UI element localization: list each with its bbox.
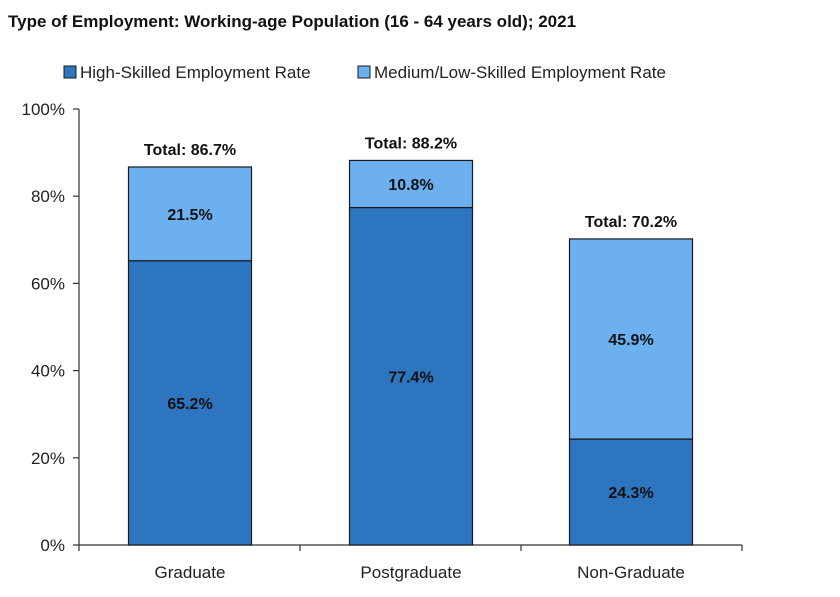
- segment-value-label: 10.8%: [388, 177, 433, 194]
- y-tick-label: 80%: [31, 187, 65, 206]
- segment-value-label: 65.2%: [167, 396, 212, 413]
- bars: [127, 159, 694, 546]
- legend: High-Skilled Employment Rate Medium/Low-S…: [63, 63, 666, 82]
- segment-value-label: 24.3%: [608, 485, 653, 502]
- y-tick-label: 20%: [31, 449, 65, 468]
- total-label: Total: 70.2%: [585, 214, 677, 231]
- axes: 0% 20% 40% 60% 80% 100% Graduate Postgraduate No…: [22, 100, 743, 582]
- legend-swatch-medium-low-skilled: [357, 65, 371, 79]
- total-label: Total: 88.2%: [365, 135, 457, 152]
- segment-value-label: 21.5%: [167, 207, 212, 224]
- x-category-label: Postgraduate: [360, 563, 461, 582]
- bar-segment-high-skilled: [127, 260, 253, 546]
- legend-label-medium-low-skilled: Medium/Low-Skilled Employment Rate: [374, 63, 666, 82]
- data-labels: 65.2% 21.5% Total: 86.7% 77.4% 10.8% Total: 8…: [144, 135, 677, 502]
- x-category-label: Graduate: [155, 563, 226, 582]
- segment-value-label: 45.9%: [608, 332, 653, 349]
- y-tick-label: 60%: [31, 274, 65, 293]
- y-tick-label: 100%: [22, 100, 65, 119]
- legend-swatch-high-skilled: [63, 65, 77, 79]
- x-category-label: Non-Graduate: [577, 563, 685, 582]
- bar-segment-medium-low-skilled: [568, 238, 694, 440]
- bar-segment-high-skilled: [568, 438, 694, 546]
- chart-title: Type of Employment: Working-age Populati…: [8, 12, 577, 31]
- y-tick-label: 40%: [31, 362, 65, 381]
- bar-segment-medium-low-skilled: [348, 159, 474, 209]
- bar-segment-high-skilled: [348, 206, 474, 546]
- legend-label-high-skilled: High-Skilled Employment Rate: [80, 63, 311, 82]
- bar-segment-medium-low-skilled: [127, 166, 253, 262]
- segment-value-label: 77.4%: [388, 369, 433, 386]
- y-tick-label: 0%: [40, 536, 65, 555]
- total-label: Total: 86.7%: [144, 142, 236, 159]
